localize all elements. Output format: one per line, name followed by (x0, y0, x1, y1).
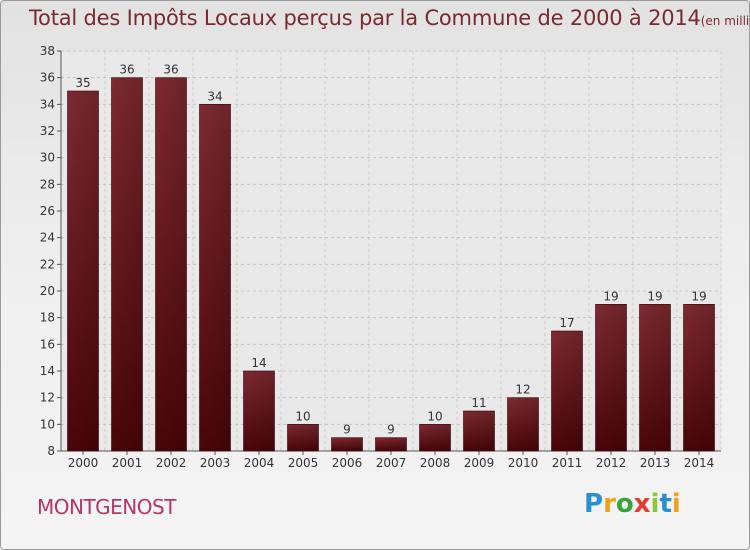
y-tick-label: 14 (40, 364, 55, 378)
logo-letter: i (650, 489, 660, 519)
bar-shade (639, 304, 671, 451)
x-tick-label: 2005 (288, 456, 319, 470)
bar-shade (199, 104, 231, 451)
data-label: 19 (603, 289, 618, 303)
y-tick-label: 34 (40, 97, 55, 111)
axes: 8 10 12 14 16 18 20 22 24 26 28 30 32 34 36 38 2000 2001 2… (40, 44, 721, 470)
data-label: 9 (343, 423, 351, 437)
y-tick-label: 20 (40, 284, 55, 298)
data-label: 10 (295, 409, 310, 423)
logo-letter: P (584, 489, 604, 519)
data-label: 36 (163, 63, 178, 77)
y-tick-label: 26 (40, 204, 55, 218)
chart-title-main: Total des Impôts Locaux perçus par la Co… (29, 6, 701, 30)
bar-shade (595, 304, 627, 451)
data-label: 14 (251, 356, 266, 370)
x-tick-label: 2003 (200, 456, 231, 470)
chart-title-unit: (en milliers d'€) (700, 14, 750, 28)
data-label: 11 (471, 396, 486, 410)
y-tick-label: 22 (40, 257, 55, 271)
x-tick-label: 2010 (508, 456, 539, 470)
x-tick-label: 2011 (552, 456, 583, 470)
proxiti-logo: Proxiti (584, 489, 681, 519)
data-label: 36 (119, 63, 134, 77)
data-labels: 35 36 36 34 14 10 9 9 10 11 12 17 19 19 19 (75, 63, 706, 437)
x-tick-label: 2014 (684, 456, 715, 470)
bar-shade (243, 371, 275, 451)
bar-shade (463, 411, 495, 451)
y-tick-label: 38 (40, 44, 55, 58)
bar-shade (507, 397, 539, 451)
logo-letter: t (659, 489, 672, 519)
x-tick-label: 2009 (464, 456, 495, 470)
bar-shade (551, 331, 583, 451)
x-tick-label: 2001 (112, 456, 143, 470)
x-tick-label: 2008 (420, 456, 451, 470)
x-tick-label: 2002 (156, 456, 187, 470)
bar-shade (683, 304, 715, 451)
y-tick-label: 16 (40, 337, 55, 351)
bar-shade (419, 424, 451, 451)
y-tick-label: 32 (40, 124, 55, 138)
bar-shade (111, 77, 143, 452)
data-label: 19 (647, 289, 662, 303)
logo-letter: r (603, 489, 616, 519)
y-tick-label: 24 (40, 231, 55, 245)
bar-shade (287, 424, 319, 451)
commune-name: MONTGENOST (37, 495, 176, 519)
data-label: 9 (387, 423, 395, 437)
x-tick-label: 2006 (332, 456, 363, 470)
y-tick-label: 30 (40, 151, 55, 165)
logo-letter: o (615, 489, 634, 519)
x-tick-label: 2004 (244, 456, 275, 470)
y-tick-label: 10 (40, 417, 55, 431)
y-tick-label: 28 (40, 177, 55, 191)
data-label: 19 (691, 289, 706, 303)
logo-letter: x (633, 489, 651, 519)
x-tick-label: 2000 (68, 456, 99, 470)
bar-shade (67, 91, 99, 451)
data-label: 10 (427, 409, 442, 423)
bar-shade (155, 77, 187, 452)
bars (67, 77, 715, 452)
data-label: 35 (75, 76, 90, 90)
data-label: 34 (207, 89, 222, 103)
x-tick-label: 2007 (376, 456, 407, 470)
y-tick-label: 8 (47, 444, 55, 458)
data-label: 17 (559, 316, 574, 330)
y-tick-label: 36 (40, 71, 55, 85)
bar-shade (331, 437, 363, 451)
y-tick-label: 18 (40, 311, 55, 325)
logo-letter: i (671, 489, 681, 519)
x-tick-label: 2013 (640, 456, 671, 470)
x-tick-label: 2012 (596, 456, 627, 470)
y-tick-label: 12 (40, 391, 55, 405)
data-label: 12 (515, 383, 530, 397)
bar-shade (375, 437, 407, 451)
chart-title: Total des Impôts Locaux perçus par la Co… (29, 6, 750, 30)
